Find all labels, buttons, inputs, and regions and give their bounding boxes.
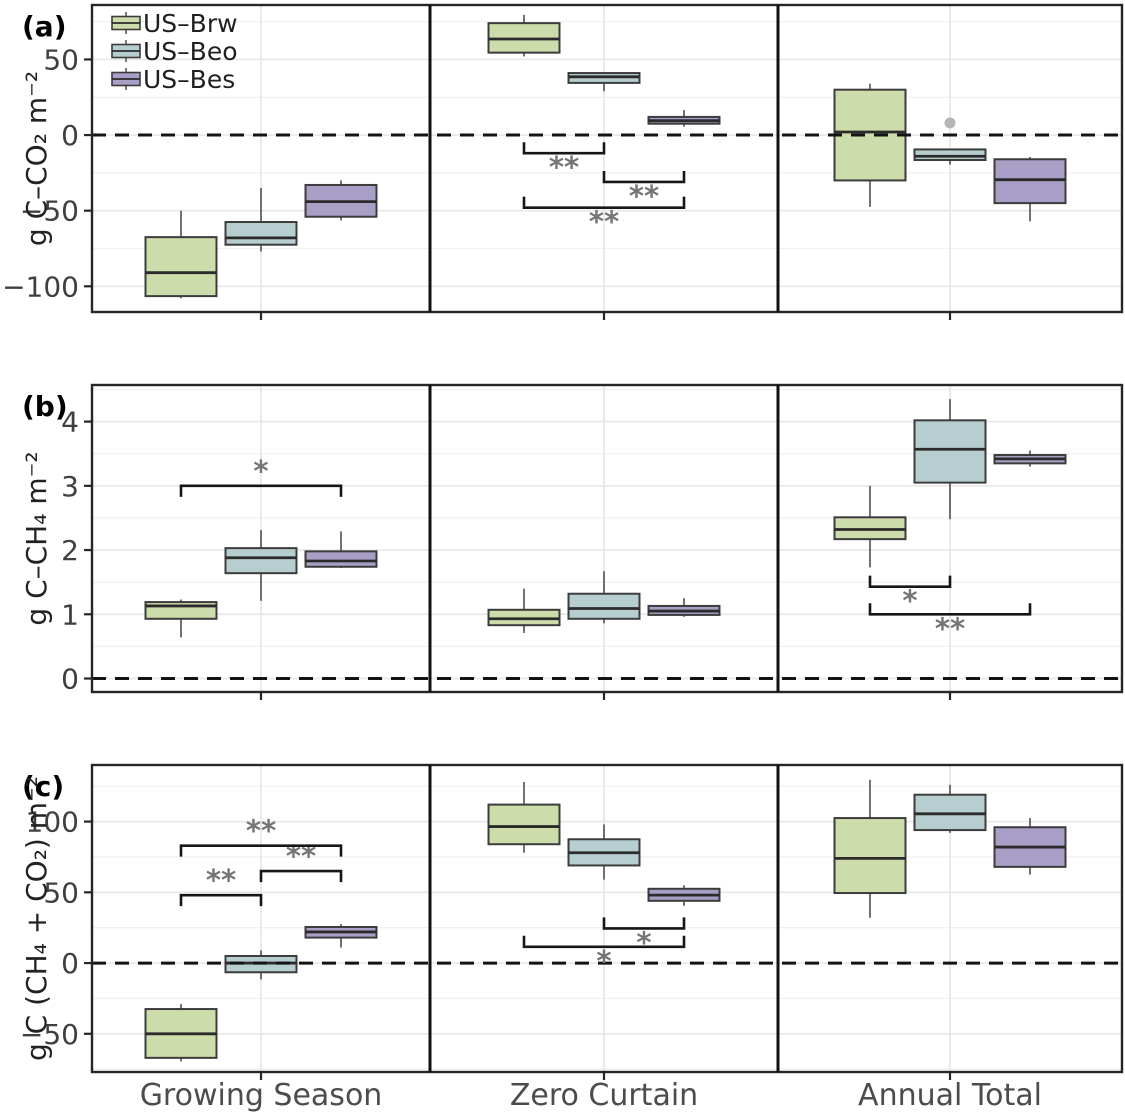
- y-tick-label: 0: [61, 947, 79, 980]
- significance-asterisks: **: [246, 814, 276, 848]
- significance-bracket: [602, 170, 686, 184]
- y-tick-label: 100: [26, 806, 79, 839]
- panel-letter-a: (a): [22, 10, 67, 43]
- y-tick-label: 2: [61, 534, 79, 567]
- boxplot-us-beo-growing-season: [224, 187, 298, 252]
- outlier-point: [944, 117, 956, 129]
- significance-bracket: [602, 917, 686, 930]
- y-tick-label: 1: [61, 598, 79, 631]
- panel-letter-c: (c): [22, 770, 64, 803]
- x-axis-label-annual-total: Annual Total: [858, 1078, 1042, 1113]
- legend-label: US–Beo: [143, 37, 238, 66]
- box-iqr: [224, 547, 298, 575]
- y-tick-label: 50: [43, 876, 79, 909]
- box-iqr: [144, 236, 218, 298]
- x-axis-label-growing-season: Growing Season: [140, 1078, 383, 1113]
- box-iqr: [913, 419, 987, 484]
- significance-asterisks: **: [286, 839, 316, 873]
- box-iqr: [913, 793, 987, 832]
- significance-asterisks: *: [636, 925, 651, 959]
- gridlines: [92, 765, 1122, 1072]
- significance-asterisks: **: [206, 863, 236, 897]
- y-axis-label-b: g C–CH₄ m⁻²: [20, 451, 53, 625]
- boxplot-us-bes-growing-season: [304, 180, 378, 221]
- x-axis-label-zero-curtain: Zero Curtain: [510, 1078, 698, 1113]
- boxplot-us-bes-annual-total: [993, 450, 1067, 467]
- panel-a: ******500−50−100(a)g C–CO₂ m⁻²US–BrwUS–B…: [2, 3, 1124, 320]
- boxplot-us-brw-growing-season: [144, 599, 218, 638]
- box-iqr: [567, 592, 641, 620]
- boxplot-us-beo-zero-curtain: [567, 571, 641, 624]
- y-tick-label: 50: [43, 43, 79, 76]
- legend-item-us-bes: US–Bes: [111, 65, 235, 94]
- significance-bracket: [522, 196, 686, 209]
- boxplot-us-beo-annual-total: [913, 399, 987, 520]
- significance-asterisks: *: [596, 944, 611, 978]
- panel-letter-b: (b): [22, 390, 68, 423]
- boxplot-us-bes-zero-curtain: [647, 885, 721, 906]
- box-iqr: [224, 221, 298, 246]
- legend-label: US–Bes: [143, 65, 235, 94]
- boxplot-us-brw-growing-season: [144, 1004, 218, 1062]
- boxplot-us-brw-annual-total: [833, 779, 907, 918]
- boxplot-us-brw-zero-curtain: [487, 588, 561, 633]
- box-iqr: [913, 148, 987, 162]
- boxplot-us-beo-growing-season: [224, 950, 298, 980]
- panel-border: [90, 763, 1124, 1074]
- boxplot-us-bes-growing-season: [304, 531, 378, 569]
- significance-bracket: [179, 844, 343, 857]
- significance-bracket: [868, 603, 1032, 616]
- significance-bracket: [259, 869, 343, 883]
- boxplot-us-brw-growing-season: [144, 210, 218, 299]
- significance-bracket: [179, 484, 343, 497]
- significance-bracket: [868, 575, 952, 588]
- significance-bracket: [522, 935, 686, 949]
- panel-border: [90, 3, 1124, 314]
- significance-bracket: [522, 142, 606, 155]
- boxplot-us-brw-annual-total: [833, 83, 907, 207]
- boxplot-us-beo-zero-curtain: [567, 824, 641, 880]
- y-tick-label: 0: [61, 119, 79, 152]
- significance-asterisks: **: [935, 611, 965, 645]
- boxplot-us-brw-zero-curtain: [487, 781, 561, 853]
- significance-asterisks: **: [549, 150, 579, 184]
- y-tick-label: 4: [61, 406, 79, 439]
- legend-item-us-beo: US–Beo: [111, 37, 238, 66]
- boxplot-us-beo-annual-total: [913, 784, 987, 833]
- y-tick-label: 0: [61, 663, 79, 696]
- box-iqr: [487, 803, 561, 846]
- boxplot-us-bes-zero-curtain: [647, 598, 721, 617]
- legend-label: US–Brw: [143, 9, 238, 38]
- significance-asterisks: *: [902, 584, 917, 618]
- boxplot-us-beo-growing-season: [224, 530, 298, 601]
- y-axis-label-c: g C (CH₄ + CO₂) m⁻²: [20, 776, 53, 1061]
- boxplot-us-brw-zero-curtain: [487, 14, 561, 57]
- box-iqr: [833, 88, 907, 182]
- box-iqr: [993, 158, 1067, 205]
- boxplot-us-bes-growing-season: [304, 924, 378, 948]
- boxplot-us-brw-annual-total: [833, 485, 907, 568]
- boxplot-us-beo-zero-curtain: [567, 72, 641, 92]
- box-iqr: [833, 817, 907, 895]
- y-tick-label: −50: [20, 195, 79, 228]
- boxplot-us-beo-annual-total: [913, 117, 987, 165]
- legend-item-us-brw: US–Brw: [111, 9, 238, 38]
- significance-asterisks: **: [589, 205, 619, 239]
- boxplot-us-bes-zero-curtain: [647, 110, 721, 127]
- y-tick-label: 3: [61, 470, 79, 503]
- box-iqr: [304, 550, 378, 568]
- y-tick-label: −50: [20, 1018, 79, 1051]
- panel-border: [90, 383, 1124, 694]
- boxplot-us-bes-annual-total: [993, 818, 1067, 875]
- y-axis-label-a: g C–CO₂ m⁻²: [20, 71, 53, 246]
- boxplot-us-bes-annual-total: [993, 156, 1067, 222]
- significance-asterisks: *: [253, 454, 268, 488]
- significance-bracket: [179, 893, 263, 907]
- y-tick-label: −100: [2, 270, 79, 303]
